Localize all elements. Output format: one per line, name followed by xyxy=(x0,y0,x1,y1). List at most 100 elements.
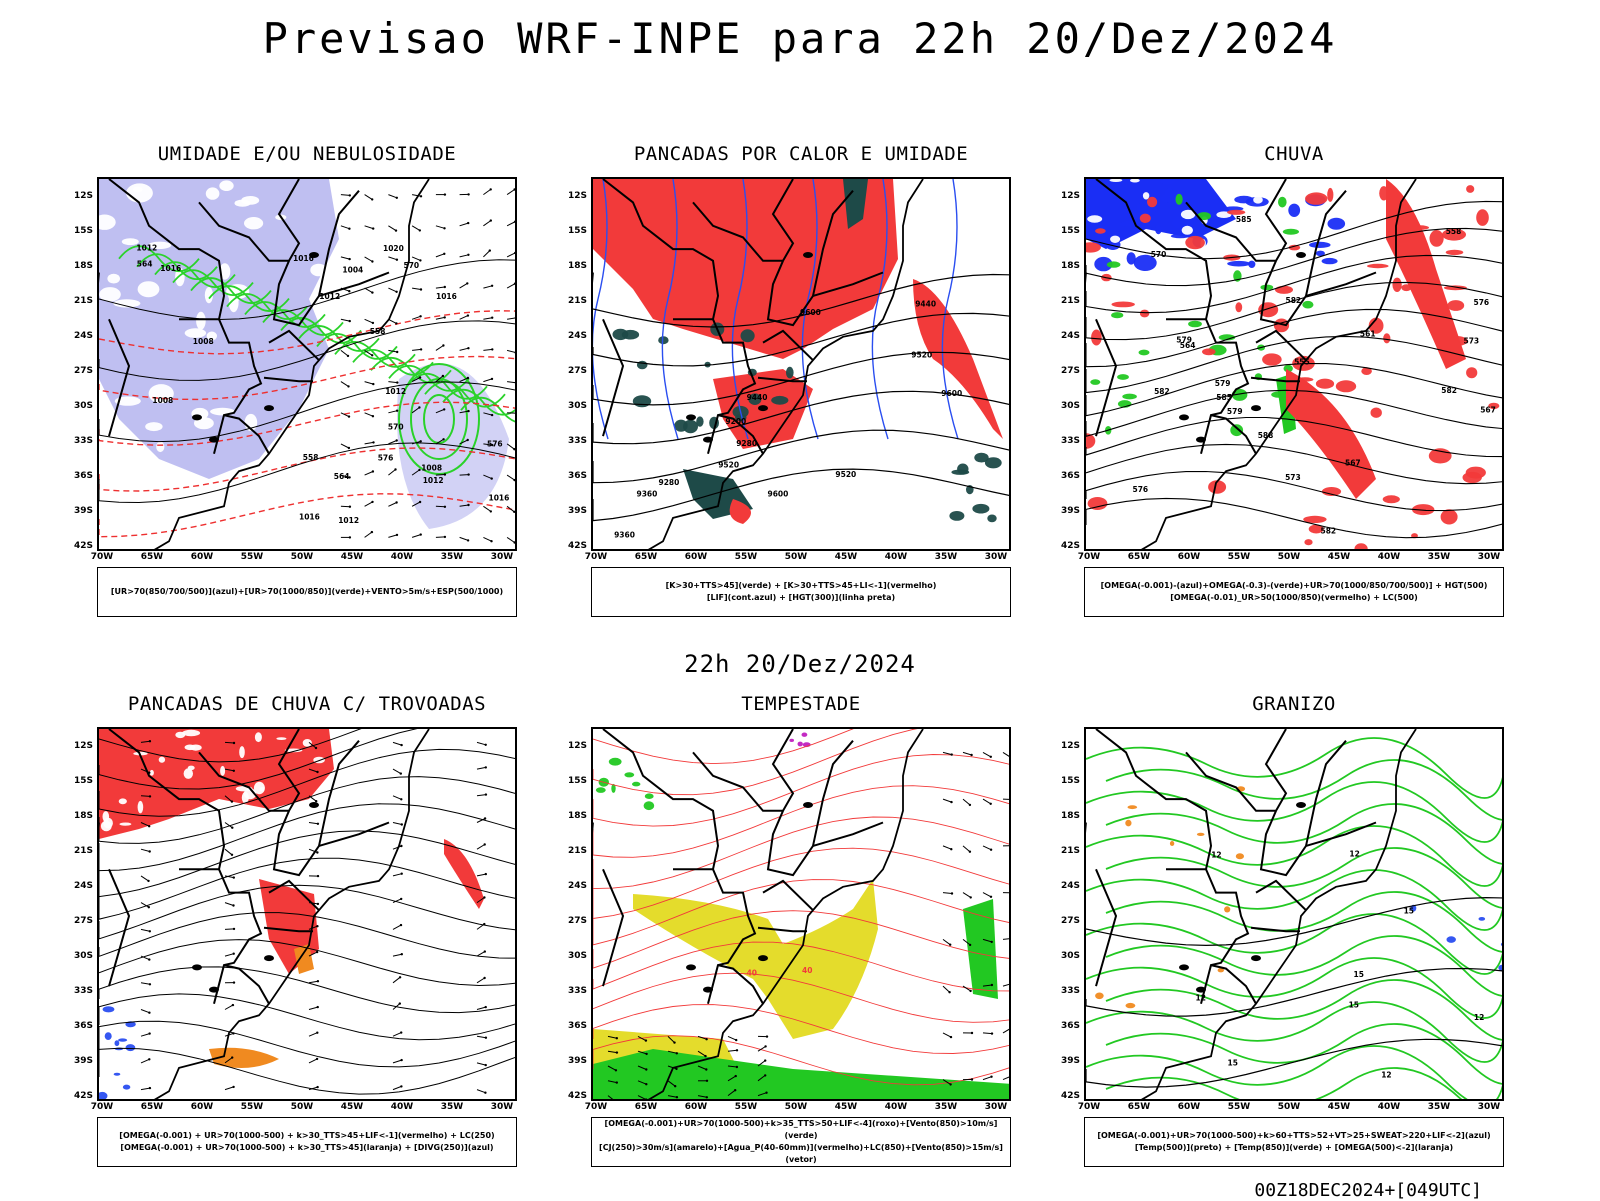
wind-vector xyxy=(1003,1076,1011,1080)
clear-patch xyxy=(1110,236,1120,243)
lat-tick-label: 18S xyxy=(1054,261,1080,271)
lat-tick-label: 18S xyxy=(67,261,93,271)
k-index-patch xyxy=(658,336,668,344)
omega-patch xyxy=(1164,188,1174,203)
wind-patch xyxy=(624,772,634,777)
wind-vector xyxy=(341,350,348,356)
streamline-arrow xyxy=(477,795,486,796)
clear-patch xyxy=(159,757,165,763)
wind-vector xyxy=(365,195,373,200)
lat-tick-label: 21S xyxy=(67,846,93,856)
wind-vector-head xyxy=(467,314,469,316)
precip-patch xyxy=(1336,380,1356,392)
lat-tick-label: 39S xyxy=(561,506,587,516)
clear-patch xyxy=(119,823,131,826)
contour-label: 1008 xyxy=(152,396,173,405)
coastline xyxy=(1086,179,1416,551)
wind-vector-head xyxy=(467,439,469,441)
lon-tick-label: 70W xyxy=(87,1102,117,1112)
wind-vector-head xyxy=(371,501,373,503)
contour-label: 576 xyxy=(378,454,394,463)
wind-vector xyxy=(388,382,397,383)
wind-vector xyxy=(943,893,952,894)
lat-tick-label: 42S xyxy=(561,1091,587,1101)
lat-tick-label: 30S xyxy=(561,951,587,961)
omega-patch xyxy=(1227,261,1250,267)
wind-vector-head xyxy=(949,944,951,946)
contour-label: 12 xyxy=(1349,850,1359,859)
lake-marker xyxy=(1296,802,1306,808)
divergence-patch xyxy=(126,1044,136,1051)
contour-label: 12 xyxy=(1474,1013,1484,1022)
precip-patch xyxy=(1476,209,1489,226)
strong-omega-patch xyxy=(1278,197,1287,208)
wind-vector-head xyxy=(736,1049,738,1051)
clear-patch xyxy=(1182,226,1193,235)
wind-vector xyxy=(483,349,492,350)
wind-vector-head xyxy=(348,415,350,417)
wind-vector-head xyxy=(348,228,350,230)
wind-vector-head xyxy=(395,322,397,324)
wind-vector-head xyxy=(491,348,493,350)
lat-tick-label: 24S xyxy=(1054,331,1080,341)
wind-vector xyxy=(983,1077,992,1080)
streamline-arrow-head xyxy=(148,906,150,908)
lake-marker xyxy=(803,252,813,258)
wind-vector xyxy=(436,346,444,351)
lat-tick-label: 30S xyxy=(67,951,93,961)
wind-vector xyxy=(365,319,373,323)
wind-vector-head xyxy=(513,188,515,190)
lat-tick-label: 21S xyxy=(561,846,587,856)
water-vapor-contour xyxy=(593,817,1011,889)
temperature-850-contour xyxy=(1106,804,1504,864)
omega-patch xyxy=(1155,225,1161,234)
lon-tick-label: 35W xyxy=(1424,1102,1454,1112)
omega-patch xyxy=(1120,222,1136,227)
wind-vector xyxy=(460,255,469,257)
contour-label: 9280 xyxy=(659,478,680,487)
lon-tick-label: 45W xyxy=(1324,552,1354,562)
clear-patch xyxy=(1313,214,1321,220)
lon-tick-label: 55W xyxy=(237,1102,267,1112)
streamline-arrow-head xyxy=(233,742,235,744)
precip-band xyxy=(1386,179,1466,369)
temperature-850-contour xyxy=(1086,914,1504,974)
streamline-arrow-head xyxy=(399,976,401,978)
model-run-label: 00Z18DEC2024+[049UTC] xyxy=(1254,1180,1482,1201)
contour-label: 579 xyxy=(1227,407,1243,416)
streamline-arrow xyxy=(393,823,402,825)
wind-vector xyxy=(507,253,515,257)
streamline-arrow xyxy=(141,1088,150,1090)
wind-vector xyxy=(412,535,421,538)
lat-tick-label: 12S xyxy=(1054,741,1080,751)
lat-tick-label: 24S xyxy=(67,881,93,891)
wind-vector xyxy=(483,286,492,288)
wind-vector-head xyxy=(991,941,993,943)
wind-vector-head xyxy=(764,1059,766,1061)
wind-vector-head xyxy=(420,348,422,350)
streamline-arrow-head xyxy=(400,1059,402,1061)
precip-patch xyxy=(1466,185,1474,193)
wind-vector-head xyxy=(513,479,515,481)
wind-vector xyxy=(483,221,490,226)
lat-tick-label: 27S xyxy=(561,366,587,376)
wind-vector-head xyxy=(990,1076,992,1078)
wind-vector-head xyxy=(515,317,517,319)
temperature-500-contour xyxy=(1086,969,1504,1017)
wind-vector xyxy=(983,846,991,850)
lon-tick-label: 70W xyxy=(1074,552,1104,562)
temperature-850-contour xyxy=(1086,826,1504,886)
precip-patch xyxy=(1367,264,1389,268)
streamline-arrow-head xyxy=(485,1037,487,1039)
lat-tick-label: 30S xyxy=(67,401,93,411)
strong-omega-patch xyxy=(1230,424,1243,436)
wind-vector xyxy=(388,195,396,198)
streamline-arrow-head xyxy=(233,928,235,930)
lon-tick-label: 45W xyxy=(337,552,367,562)
lon-tick-label: 70W xyxy=(581,552,611,562)
wind-vector-head xyxy=(420,440,422,442)
clear-patch xyxy=(130,451,147,460)
map-plot: 9600960096009520952095209440944093609360… xyxy=(593,179,1011,551)
hail-patch xyxy=(1501,942,1504,947)
